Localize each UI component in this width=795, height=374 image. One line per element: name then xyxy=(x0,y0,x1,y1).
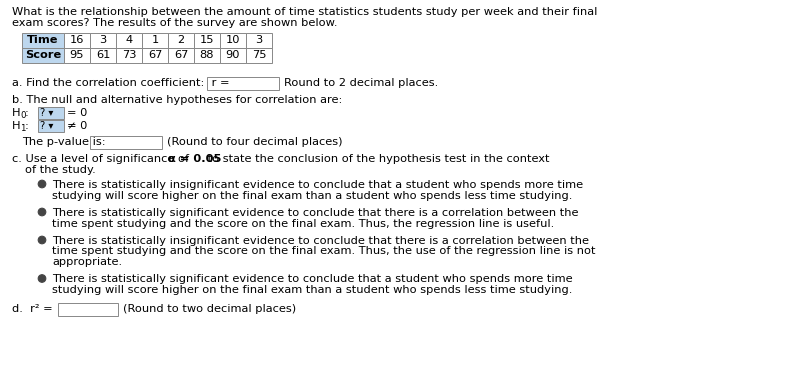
Bar xyxy=(168,33,194,48)
Text: Time: Time xyxy=(27,35,59,45)
Bar xyxy=(38,120,64,132)
Text: 16: 16 xyxy=(70,35,84,45)
Bar xyxy=(246,33,272,48)
Bar xyxy=(168,48,194,63)
Bar xyxy=(142,48,168,63)
Bar xyxy=(220,48,246,63)
Text: 2: 2 xyxy=(177,35,184,45)
Text: Score: Score xyxy=(25,50,61,60)
Text: ? ▾: ? ▾ xyxy=(40,121,53,131)
Bar xyxy=(90,48,116,63)
Text: c. Use a level of significance of: c. Use a level of significance of xyxy=(12,154,192,164)
Bar xyxy=(116,48,142,63)
Text: Round to 2 decimal places.: Round to 2 decimal places. xyxy=(284,78,438,88)
Circle shape xyxy=(38,208,46,216)
Text: There is statistically insignificant evidence to conclude that there is a correl: There is statistically insignificant evi… xyxy=(52,236,589,246)
Text: What is the relationship between the amount of time statistics students study pe: What is the relationship between the amo… xyxy=(12,7,597,17)
Text: 0: 0 xyxy=(20,111,25,120)
Text: studying will score higher on the final exam than a student who spends less time: studying will score higher on the final … xyxy=(52,285,572,295)
Text: of the study.: of the study. xyxy=(25,165,95,175)
Text: H: H xyxy=(12,108,21,118)
Bar xyxy=(194,33,220,48)
Text: studying will score higher on the final exam than a student who spends less time: studying will score higher on the final … xyxy=(52,190,572,200)
Text: 90: 90 xyxy=(226,50,240,60)
Text: There is statistically insignificant evidence to conclude that a student who spe: There is statistically insignificant evi… xyxy=(52,180,583,190)
Text: There is statistically significant evidence to conclude that there is a correlat: There is statistically significant evide… xyxy=(52,208,579,218)
Text: to state the conclusion of the hypothesis test in the context: to state the conclusion of the hypothesi… xyxy=(204,154,550,164)
Text: 15: 15 xyxy=(200,35,214,45)
Text: 73: 73 xyxy=(122,50,136,60)
Text: :: : xyxy=(25,121,36,131)
Text: :: : xyxy=(25,108,36,118)
Text: appropriate.: appropriate. xyxy=(52,257,122,267)
Text: 75: 75 xyxy=(252,50,266,60)
Text: time spent studying and the score on the final exam. Thus, the use of the regres: time spent studying and the score on the… xyxy=(52,246,595,257)
Text: ≠ 0: ≠ 0 xyxy=(67,121,87,131)
Text: 67: 67 xyxy=(148,50,162,60)
Text: b. The null and alternative hypotheses for correlation are:: b. The null and alternative hypotheses f… xyxy=(12,95,343,105)
Text: 4: 4 xyxy=(126,35,133,45)
Text: 3: 3 xyxy=(99,35,107,45)
Bar xyxy=(22,33,64,48)
Text: 95: 95 xyxy=(70,50,84,60)
Bar xyxy=(116,33,142,48)
Circle shape xyxy=(38,180,46,188)
Text: There is statistically significant evidence to conclude that a student who spend: There is statistically significant evide… xyxy=(52,275,572,285)
Text: ? ▾: ? ▾ xyxy=(40,108,53,118)
Text: 3: 3 xyxy=(255,35,262,45)
Text: 67: 67 xyxy=(174,50,188,60)
Text: 10: 10 xyxy=(226,35,240,45)
Circle shape xyxy=(38,236,46,244)
Text: time spent studying and the score on the final exam. Thus, the regression line i: time spent studying and the score on the… xyxy=(52,218,554,229)
Text: d.  r² =: d. r² = xyxy=(12,303,52,313)
Bar xyxy=(90,33,116,48)
Text: exam scores? The results of the survey are shown below.: exam scores? The results of the survey a… xyxy=(12,18,338,28)
Circle shape xyxy=(38,275,46,282)
Text: 1: 1 xyxy=(20,124,25,133)
Text: = 0: = 0 xyxy=(67,108,87,118)
Text: (Round to four decimal places): (Round to four decimal places) xyxy=(167,137,343,147)
Text: 1: 1 xyxy=(151,35,159,45)
Bar xyxy=(64,33,90,48)
Bar xyxy=(90,136,162,149)
Text: The p-value is:: The p-value is: xyxy=(22,137,106,147)
Text: α = 0.05: α = 0.05 xyxy=(168,154,221,164)
Bar xyxy=(58,303,118,316)
Bar xyxy=(22,48,64,63)
Text: 61: 61 xyxy=(96,50,111,60)
Bar xyxy=(220,33,246,48)
Bar xyxy=(207,77,279,90)
Text: H: H xyxy=(12,121,21,131)
Bar xyxy=(194,48,220,63)
Bar xyxy=(246,48,272,63)
Bar xyxy=(64,48,90,63)
Text: a. Find the correlation coefficient:  r =: a. Find the correlation coefficient: r = xyxy=(12,78,230,88)
Bar xyxy=(38,107,64,119)
Text: 88: 88 xyxy=(200,50,214,60)
Bar xyxy=(142,33,168,48)
Text: (Round to two decimal places): (Round to two decimal places) xyxy=(123,303,296,313)
